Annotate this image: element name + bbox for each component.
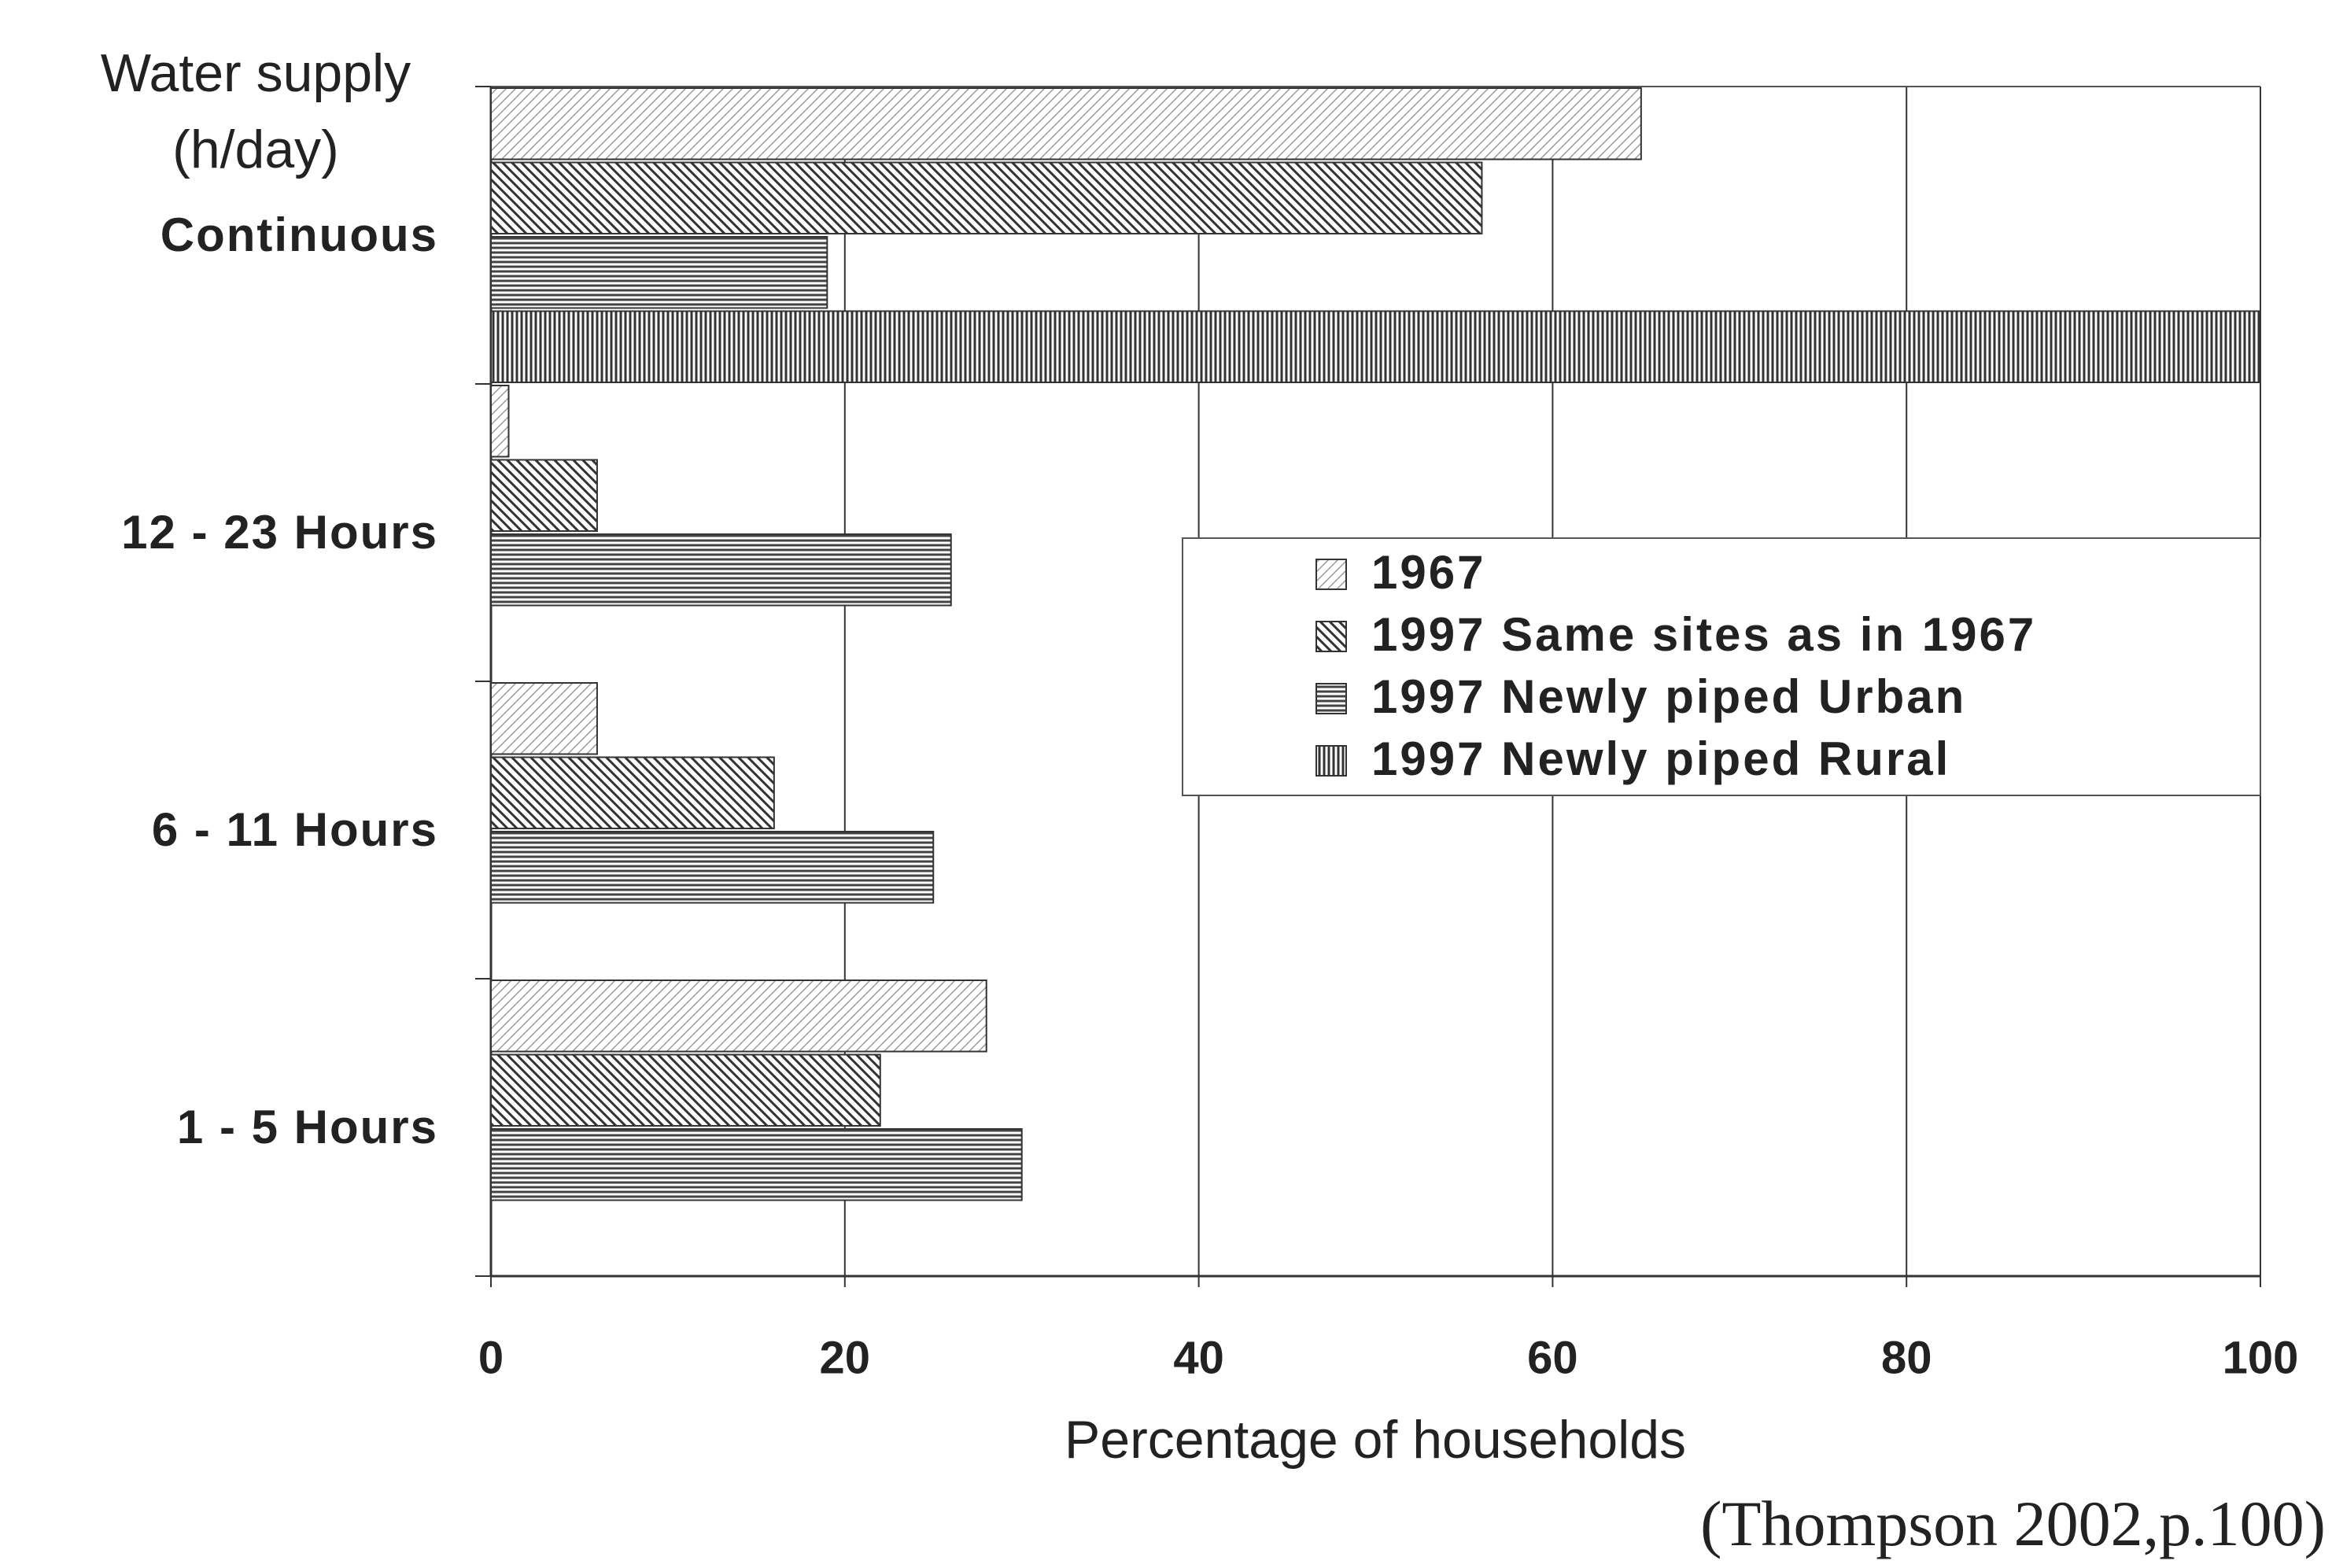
bar bbox=[490, 1053, 881, 1127]
x-tick-label: 20 bbox=[820, 1332, 871, 1383]
legend-label: 1997 Same sites as in 1967 bbox=[1371, 608, 2036, 661]
bar bbox=[490, 310, 2261, 383]
legend-swatch bbox=[1315, 621, 1347, 652]
bar bbox=[490, 980, 987, 1053]
x-tick-label: 100 bbox=[2223, 1332, 2299, 1383]
legend-label: 1997 Newly piped Rural bbox=[1371, 732, 1950, 785]
x-tick-label: 80 bbox=[1881, 1332, 1932, 1383]
bar bbox=[490, 756, 775, 829]
x-tick-label: 60 bbox=[1527, 1332, 1578, 1383]
x-tick-label: 40 bbox=[1173, 1332, 1224, 1383]
bar bbox=[490, 1128, 1023, 1201]
y-tick-label: 6 - 11 Hours bbox=[152, 803, 438, 856]
bar bbox=[490, 236, 828, 309]
y-tick-label: Continuous bbox=[161, 208, 438, 261]
y-axis-label: (h/day) bbox=[172, 120, 339, 179]
source-note: (Thompson 2002,p.100) bbox=[1700, 1488, 2326, 1559]
y-tick-label: 1 - 5 Hours bbox=[177, 1101, 438, 1153]
legend-swatch bbox=[1315, 745, 1347, 777]
bar bbox=[490, 459, 598, 532]
y-tick-label: 12 - 23 Hours bbox=[121, 506, 438, 559]
legend-box bbox=[1182, 537, 2261, 796]
legend-swatch bbox=[1315, 683, 1347, 714]
bar bbox=[490, 161, 1483, 234]
bar bbox=[490, 682, 598, 755]
legend-label: 1967 bbox=[1371, 546, 1485, 599]
y-axis-label: Water supply bbox=[101, 43, 411, 103]
bar bbox=[490, 533, 952, 607]
bar bbox=[490, 831, 935, 904]
legend-label: 1997 Newly piped Urban bbox=[1371, 670, 1966, 723]
bar bbox=[490, 385, 510, 458]
x-tick-label: 0 bbox=[478, 1332, 504, 1383]
x-axis-label: Percentage of households bbox=[1065, 1410, 1686, 1470]
legend-swatch bbox=[1315, 559, 1347, 590]
bar bbox=[490, 87, 1642, 160]
